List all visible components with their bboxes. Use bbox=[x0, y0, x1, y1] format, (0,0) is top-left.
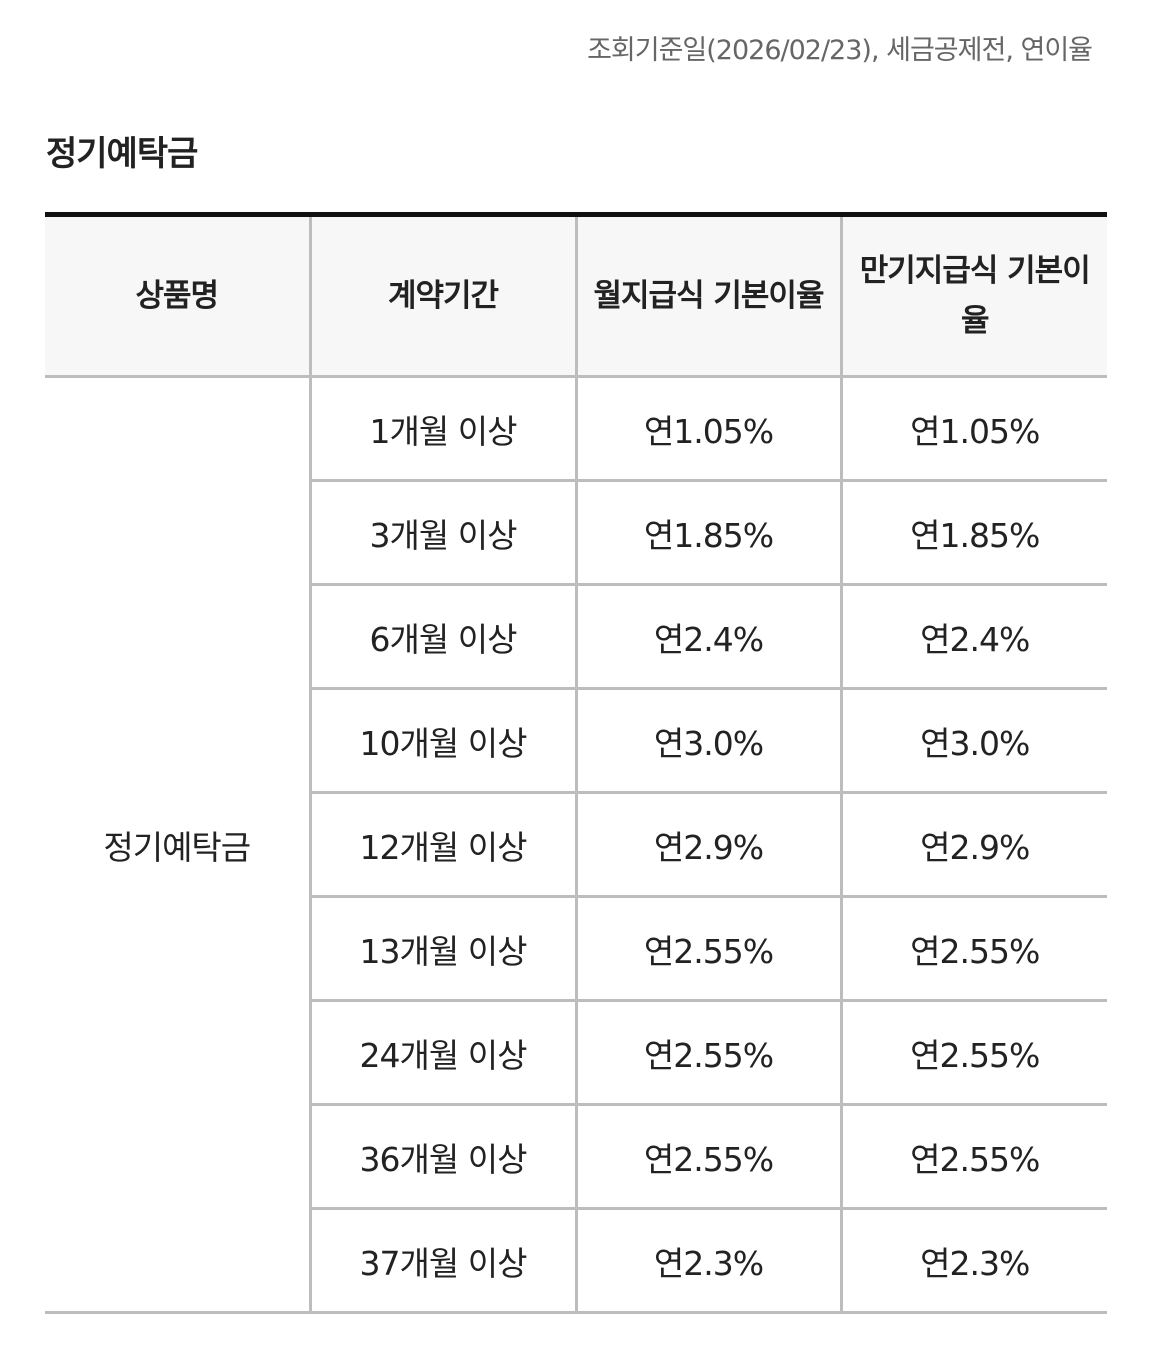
table-row: 37개월 이상 연2.3% 연2.3% bbox=[45, 1208, 1107, 1313]
maturity-rate-cell: 연2.3% bbox=[839, 1208, 1107, 1313]
monthly-rate-cell: 연2.4% bbox=[574, 584, 841, 690]
table-row: 6개월 이상 연2.4% 연2.4% bbox=[45, 584, 1107, 690]
maturity-rate-cell: 연2.9% bbox=[839, 792, 1107, 898]
header-product-name: 상품명 bbox=[45, 214, 310, 378]
monthly-rate-cell: 연1.05% bbox=[574, 376, 841, 482]
monthly-rate-cell: 연2.55% bbox=[574, 1000, 841, 1106]
product-name-cell: 정기예탁금 bbox=[45, 376, 310, 1314]
term-cell: 3개월 이상 bbox=[308, 480, 576, 586]
maturity-rate-cell: 연2.55% bbox=[839, 896, 1107, 1002]
monthly-rate-cell: 연2.55% bbox=[574, 1104, 841, 1210]
table-row: 정기예탁금 1개월 이상 연1.05% 연1.05% bbox=[45, 376, 1107, 1314]
table-row: 36개월 이상 연2.55% 연2.55% bbox=[45, 1104, 1107, 1210]
term-cell: 6개월 이상 bbox=[308, 584, 576, 690]
term-cell: 24개월 이상 bbox=[308, 1000, 576, 1106]
table-row: 13개월 이상 연2.55% 연2.55% bbox=[45, 896, 1107, 1002]
monthly-rate-cell: 연1.85% bbox=[574, 480, 841, 586]
rate-reference-notice: 조회기준일(2026/02/23), 세금공제전, 연이율 bbox=[587, 35, 1093, 66]
table-body: 정기예탁금 1개월 이상 연1.05% 연1.05% 3개월 이상 연1.85%… bbox=[45, 376, 1107, 1314]
term-cell: 12개월 이상 bbox=[308, 792, 576, 898]
monthly-rate-cell: 연3.0% bbox=[574, 688, 841, 794]
monthly-rate-cell: 연2.3% bbox=[574, 1208, 841, 1313]
header-contract-term: 계약기간 bbox=[308, 214, 576, 378]
monthly-rate-cell: 연2.55% bbox=[574, 896, 841, 1002]
interest-rate-table: 상품명 계약기간 월지급식 기본이율 만기지급식 기본이율 정기예탁금 1개월 … bbox=[45, 212, 1107, 1314]
maturity-rate-cell: 연2.55% bbox=[839, 1104, 1107, 1210]
table-row: 3개월 이상 연1.85% 연1.85% bbox=[45, 480, 1107, 586]
table-row: 24개월 이상 연2.55% 연2.55% bbox=[45, 1000, 1107, 1106]
section-title: 정기예탁금 bbox=[46, 134, 198, 174]
header-monthly-rate: 월지급식 기본이율 bbox=[574, 214, 841, 378]
table-row: 12개월 이상 연2.9% 연2.9% bbox=[45, 792, 1107, 898]
header-maturity-rate: 만기지급식 기본이율 bbox=[839, 214, 1107, 378]
term-cell: 10개월 이상 bbox=[308, 688, 576, 794]
term-cell: 13개월 이상 bbox=[308, 896, 576, 1002]
term-cell: 37개월 이상 bbox=[308, 1208, 576, 1313]
monthly-rate-cell: 연2.9% bbox=[574, 792, 841, 898]
maturity-rate-cell: 연1.05% bbox=[839, 376, 1107, 482]
maturity-rate-cell: 연2.55% bbox=[839, 1000, 1107, 1106]
term-cell: 1개월 이상 bbox=[308, 376, 576, 482]
maturity-rate-cell: 연1.85% bbox=[839, 480, 1107, 586]
table-row: 10개월 이상 연3.0% 연3.0% bbox=[45, 688, 1107, 794]
header-row: 상품명 계약기간 월지급식 기본이율 만기지급식 기본이율 bbox=[45, 214, 1107, 378]
maturity-rate-cell: 연2.4% bbox=[839, 584, 1107, 690]
maturity-rate-cell: 연3.0% bbox=[839, 688, 1107, 794]
table-header: 상품명 계약기간 월지급식 기본이율 만기지급식 기본이율 bbox=[45, 214, 1107, 378]
term-cell: 36개월 이상 bbox=[308, 1104, 576, 1210]
